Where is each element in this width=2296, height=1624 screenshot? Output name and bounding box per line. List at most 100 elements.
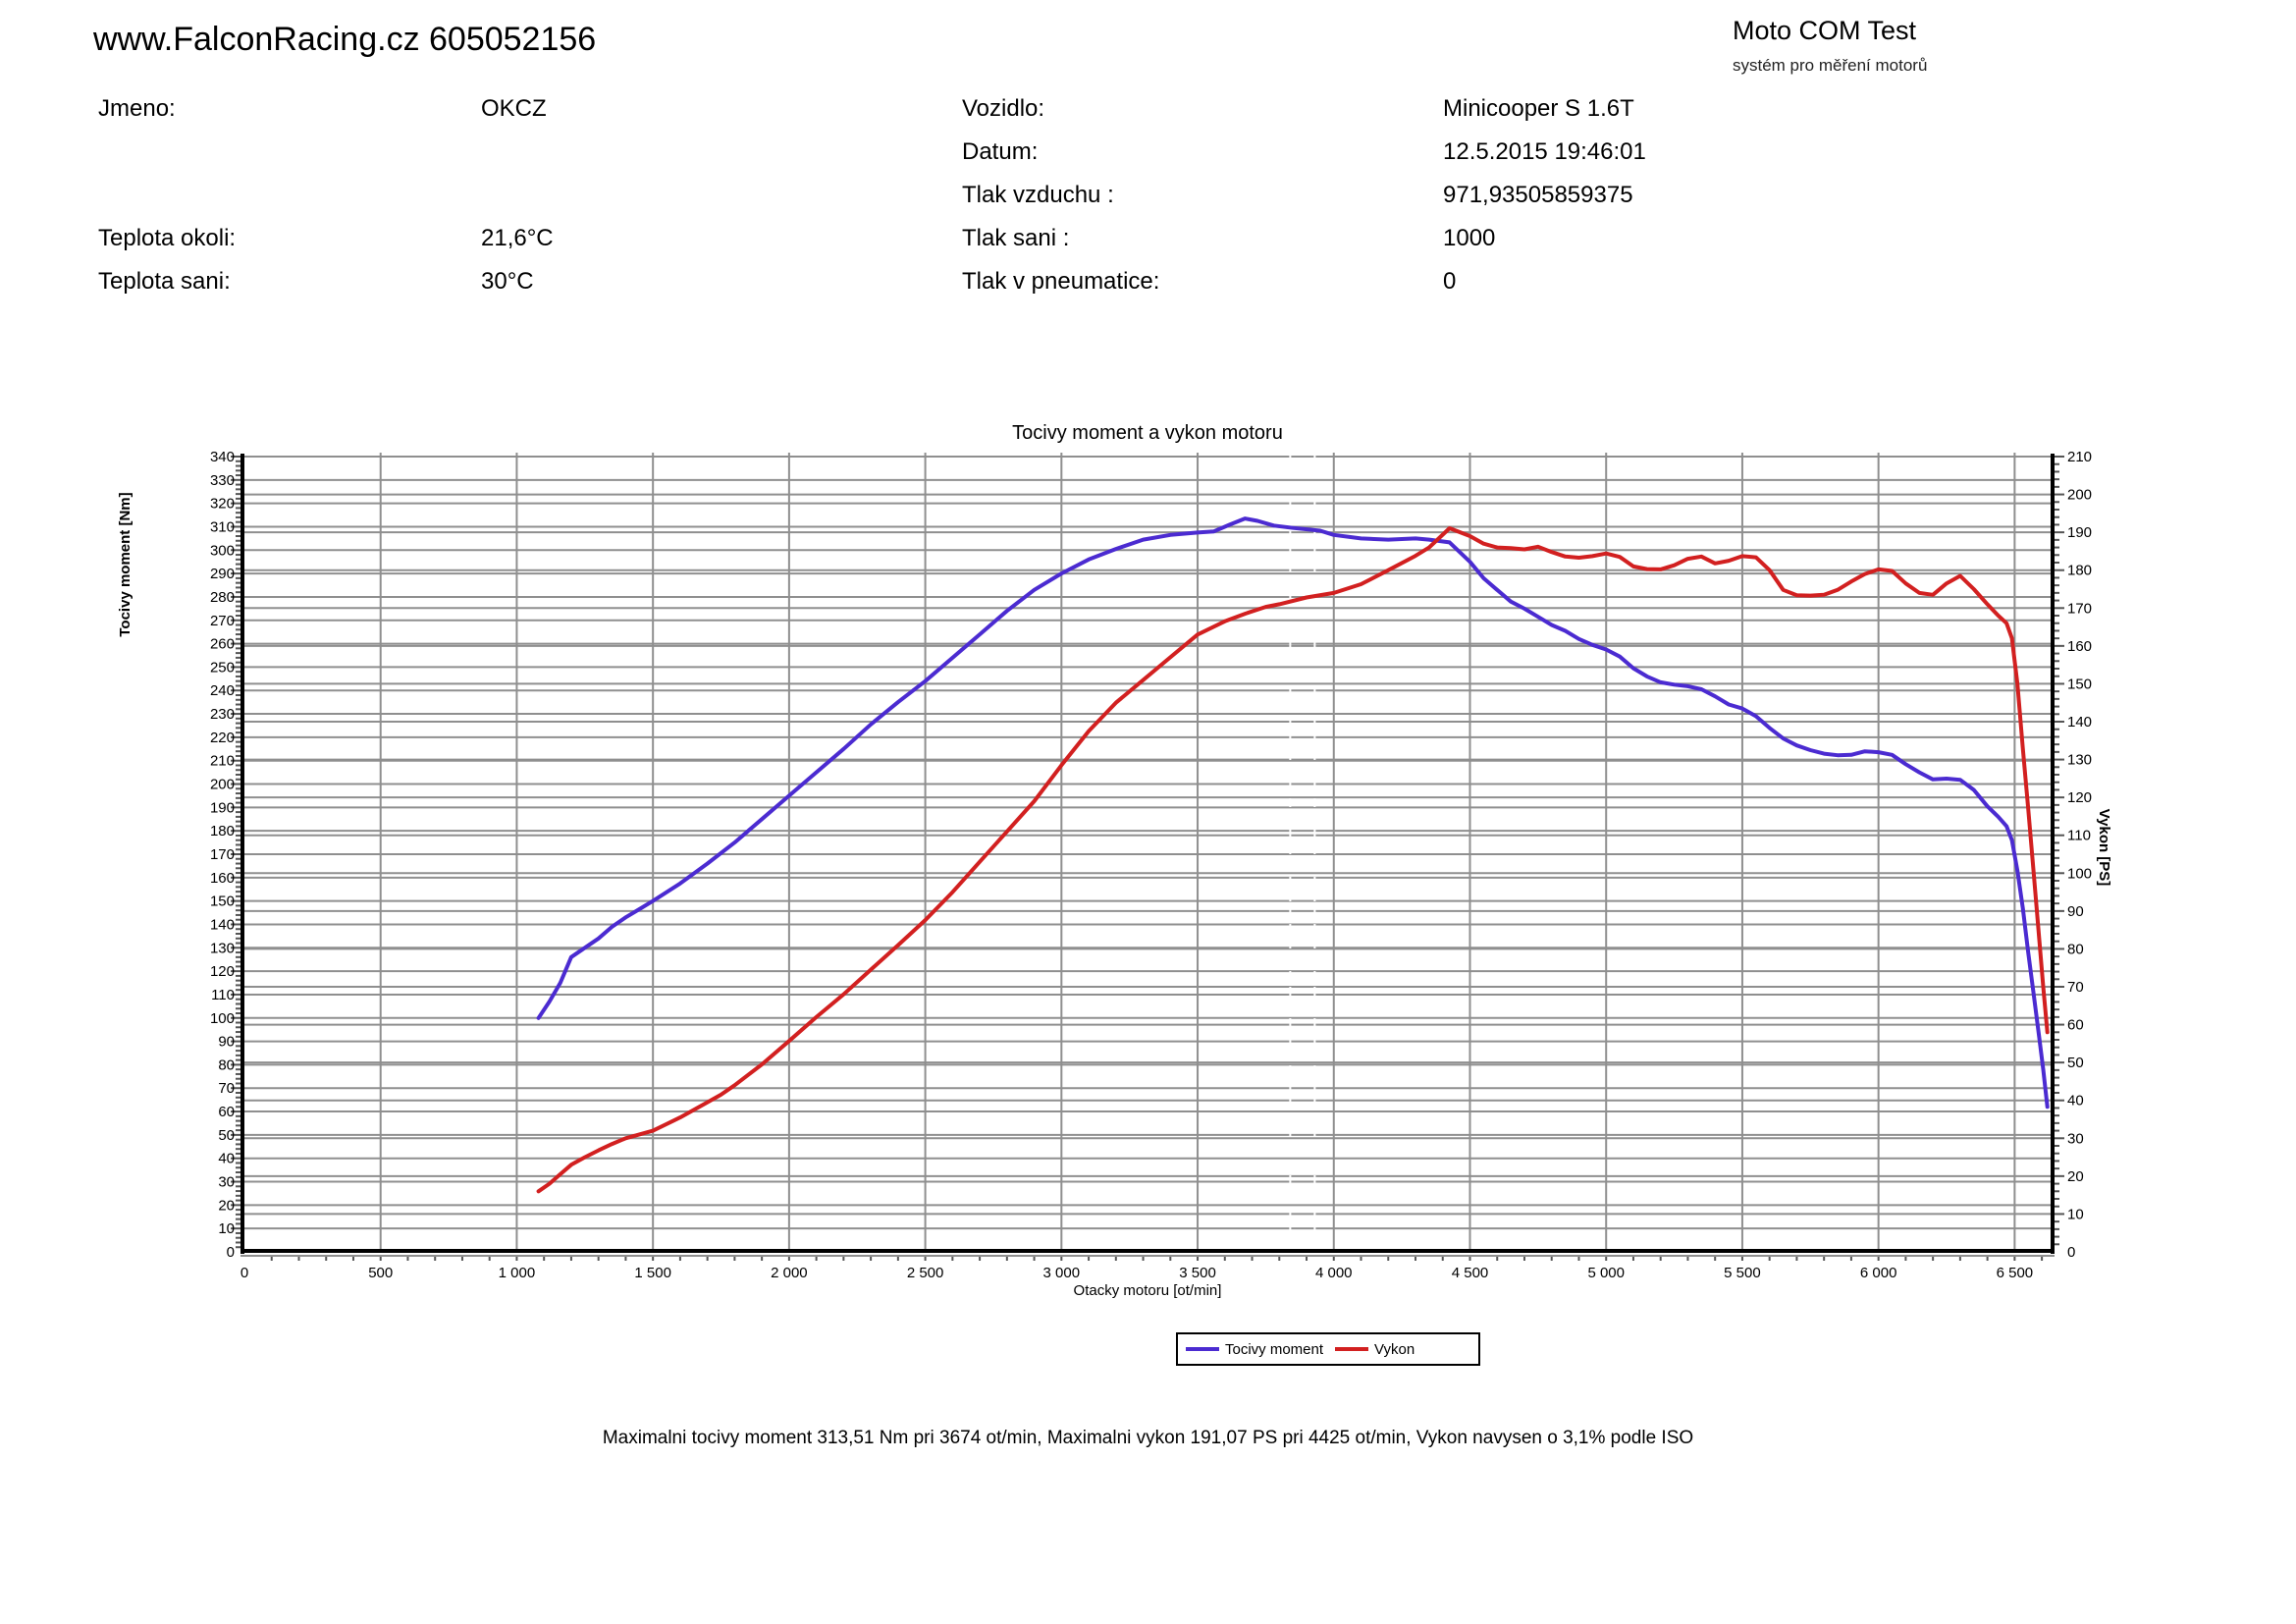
svg-text:150: 150 (210, 893, 235, 910)
svg-text:110: 110 (2067, 828, 2091, 844)
svg-text:90: 90 (2067, 903, 2084, 920)
svg-text:340: 340 (210, 449, 235, 465)
info-value-tlak-sani: 1000 (1443, 225, 1496, 251)
svg-text:280: 280 (210, 589, 235, 606)
info-value-teplota-sani: 30°C (481, 268, 534, 295)
svg-text:60: 60 (2067, 1017, 2084, 1034)
svg-text:260: 260 (210, 636, 235, 653)
svg-text:40: 40 (2067, 1093, 2084, 1110)
svg-text:170: 170 (2067, 600, 2092, 617)
svg-text:100: 100 (210, 1010, 235, 1027)
svg-text:140: 140 (2067, 714, 2092, 731)
svg-text:150: 150 (2067, 676, 2092, 692)
svg-text:200: 200 (210, 777, 235, 793)
info-value-teplota-okoli: 21,6°C (481, 225, 554, 251)
svg-text:5 500: 5 500 (1724, 1265, 1761, 1281)
info-label-tlak-pneu: Tlak v pneumatice: (962, 268, 1160, 295)
svg-text:0: 0 (240, 1265, 248, 1281)
y-axis-right-label: Vykon [PS] (2096, 808, 2112, 887)
svg-text:200: 200 (2067, 487, 2092, 504)
svg-text:2 500: 2 500 (907, 1265, 944, 1281)
svg-text:130: 130 (210, 940, 235, 956)
svg-text:290: 290 (210, 566, 235, 582)
svg-text:250: 250 (210, 659, 235, 676)
svg-text:3 500: 3 500 (1179, 1265, 1216, 1281)
svg-text:6 000: 6 000 (1860, 1265, 1897, 1281)
svg-text:50: 50 (2067, 1055, 2084, 1071)
svg-text:100: 100 (2067, 865, 2092, 882)
svg-text:240: 240 (210, 682, 235, 699)
info-label-vozidlo: Vozidlo: (962, 95, 1045, 122)
svg-text:210: 210 (210, 753, 235, 770)
svg-text:160: 160 (2067, 638, 2092, 655)
info-label-datum: Datum: (962, 138, 1039, 165)
torque-legend-swatch (1186, 1347, 1219, 1351)
svg-text:30: 30 (2067, 1130, 2084, 1147)
svg-text:90: 90 (218, 1034, 235, 1051)
app-subtitle: systém pro měření motorů (1733, 56, 1928, 75)
svg-text:300: 300 (210, 542, 235, 559)
svg-text:120: 120 (2067, 789, 2092, 806)
svg-text:3 000: 3 000 (1043, 1265, 1081, 1281)
svg-text:160: 160 (210, 870, 235, 887)
svg-text:190: 190 (210, 799, 235, 816)
svg-text:110: 110 (211, 987, 235, 1003)
svg-text:1 000: 1 000 (499, 1265, 536, 1281)
chart-title: Tocivy moment a vykon motoru (1012, 422, 1283, 444)
svg-text:50: 50 (218, 1127, 235, 1144)
svg-text:120: 120 (210, 963, 235, 980)
svg-text:2 000: 2 000 (771, 1265, 808, 1281)
svg-text:180: 180 (2067, 563, 2092, 579)
info-value-vozidlo: Minicooper S 1.6T (1443, 95, 1634, 122)
app-name: Moto COM Test (1733, 16, 1917, 45)
svg-text:0: 0 (227, 1244, 235, 1261)
svg-text:60: 60 (218, 1104, 235, 1120)
svg-text:130: 130 (2067, 752, 2092, 769)
chart-legend: Tocivy moment Vykon (1176, 1332, 1480, 1366)
svg-text:20: 20 (218, 1197, 235, 1214)
info-label-tlak-sani: Tlak sani : (962, 225, 1070, 251)
svg-text:180: 180 (210, 823, 235, 839)
svg-text:330: 330 (210, 472, 235, 489)
info-label-jmeno: Jmeno: (98, 95, 176, 122)
svg-text:30: 30 (218, 1174, 235, 1191)
svg-text:140: 140 (210, 916, 235, 933)
info-label-teplota-sani: Teplota sani: (98, 268, 231, 295)
page-title: www.FalconRacing.cz 605052156 (93, 21, 597, 58)
info-label-tlak-vzduchu: Tlak vzduchu : (962, 182, 1114, 208)
svg-text:1 500: 1 500 (634, 1265, 671, 1281)
svg-text:190: 190 (2067, 524, 2092, 541)
svg-text:310: 310 (210, 518, 235, 535)
power-legend-label: Vykon (1374, 1340, 1415, 1358)
svg-text:210: 210 (2067, 449, 2092, 465)
svg-text:70: 70 (2067, 979, 2084, 996)
info-label-teplota-okoli: Teplota okoli: (98, 225, 237, 251)
svg-text:320: 320 (210, 496, 235, 513)
svg-text:20: 20 (2067, 1168, 2084, 1185)
svg-text:80: 80 (2067, 941, 2084, 957)
svg-text:4 500: 4 500 (1452, 1265, 1489, 1281)
y-axis-left-label: Tocivy moment [Nm] (117, 492, 133, 637)
svg-text:5 000: 5 000 (1587, 1265, 1625, 1281)
svg-text:80: 80 (218, 1056, 235, 1073)
info-value-tlak-pneu: 0 (1443, 268, 1457, 295)
svg-text:220: 220 (210, 730, 235, 746)
svg-text:40: 40 (218, 1151, 235, 1167)
info-value-jmeno: OKCZ (481, 95, 547, 122)
svg-text:230: 230 (210, 706, 235, 723)
svg-text:270: 270 (210, 613, 235, 629)
svg-text:70: 70 (218, 1080, 235, 1097)
info-value-tlak-vzduchu: 971,93505859375 (1443, 182, 1633, 208)
svg-text:10: 10 (218, 1220, 235, 1237)
torque-legend-label: Tocivy moment (1225, 1340, 1324, 1358)
svg-text:500: 500 (368, 1265, 393, 1281)
power-legend-swatch (1335, 1347, 1369, 1351)
svg-text:170: 170 (210, 846, 235, 863)
svg-text:10: 10 (2067, 1206, 2084, 1222)
results-summary: Maximalni tocivy moment 313,51 Nm pri 36… (602, 1428, 1694, 1448)
x-axis-label: Otacky motoru [ot/min] (1073, 1282, 1222, 1299)
svg-text:0: 0 (2067, 1244, 2075, 1261)
svg-text:4 000: 4 000 (1315, 1265, 1353, 1281)
